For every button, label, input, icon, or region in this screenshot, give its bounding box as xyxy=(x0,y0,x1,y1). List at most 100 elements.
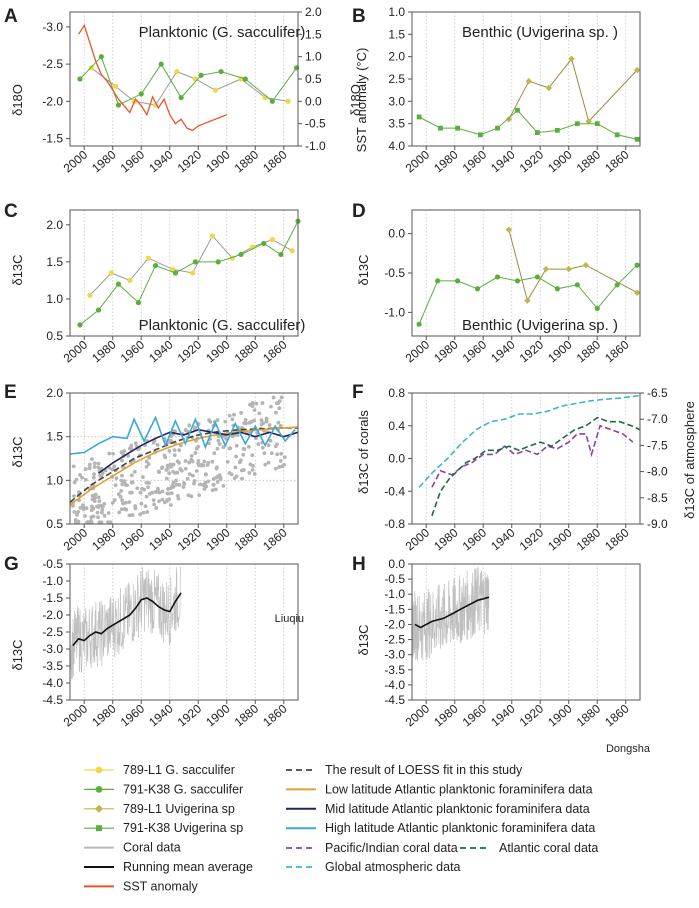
legend-item-bottom-2: Global atmospheric data xyxy=(286,860,461,874)
scatter-point xyxy=(78,473,82,477)
scatter-point xyxy=(192,481,196,486)
panel-a-series-791-k38-g-sacculifer-point xyxy=(77,76,83,82)
scatter-point xyxy=(132,469,137,474)
panel-c-ytick-label: 2.0 xyxy=(46,218,63,232)
scatter-point xyxy=(112,464,117,469)
panel-e-xtick-label: 2000 xyxy=(61,525,91,553)
panel-f-y2label: δ13C of atmosphere xyxy=(682,401,697,519)
panel-f-ytick-label: -0.8 xyxy=(384,517,405,531)
scatter-point xyxy=(167,449,172,453)
scatter-point xyxy=(197,493,202,498)
scatter-point xyxy=(162,500,167,505)
panel-d-series-789-l1-uvigerina-sp-point xyxy=(542,265,550,273)
panel-a-title: Planktonic (G. sacculifer) xyxy=(139,24,306,41)
panel-a-ytick-label: -3.0 xyxy=(42,20,63,34)
scatter-point xyxy=(252,472,257,476)
scatter-point xyxy=(143,504,148,509)
panel-g-site-label: Liuqiu xyxy=(275,613,304,625)
panel-h-ytick-label: -3.0 xyxy=(384,648,405,662)
panel-a-series-791-k38-g-sacculifer-point xyxy=(218,68,224,75)
scatter-point xyxy=(119,489,124,493)
scatter-point xyxy=(212,451,217,456)
legend-item-right-0: The result of LOESS fit in this study xyxy=(286,763,523,777)
scatter-point xyxy=(274,410,278,415)
scatter-point xyxy=(168,503,173,507)
scatter-point xyxy=(172,453,177,458)
scatter-point xyxy=(106,511,111,515)
panel-c-xtick-label: 1900 xyxy=(203,337,233,365)
scatter-point xyxy=(208,419,213,424)
scatter-point xyxy=(174,482,179,487)
scatter-point xyxy=(121,501,125,506)
scatter-point xyxy=(91,506,96,511)
scatter-point xyxy=(228,446,233,450)
legend-item-left-3-label: 791-K38 Uvigerina sp xyxy=(123,821,243,835)
panel-e-xtick-label: 1980 xyxy=(89,525,119,553)
scatter-point xyxy=(250,404,255,408)
scatter-point xyxy=(160,489,165,494)
panel-b-ytick-label: 2.5 xyxy=(388,72,405,86)
legend-item-right-1: Low latitude Atlantic planktonic foramin… xyxy=(286,782,593,796)
scatter-point xyxy=(147,455,152,460)
scatter-point xyxy=(146,485,150,490)
scatter-point xyxy=(92,465,97,469)
scatter-point xyxy=(91,514,96,519)
panel-h-ytick-label: -1.5 xyxy=(384,602,405,616)
panel-a-y2tick-label: 0.5 xyxy=(305,72,322,86)
panel-g-ytick-label: -0.5 xyxy=(42,557,63,571)
panel-a-series-sst-anomaly xyxy=(77,23,228,132)
panel-a-xtick-label: 2000 xyxy=(61,147,91,175)
scatter-point xyxy=(75,512,79,517)
panel-d-series-789-l1-uvigerina-sp-point xyxy=(633,289,641,296)
scatter-point xyxy=(112,498,117,503)
scatter-point xyxy=(138,512,143,517)
panel-c-ytick-label: 0.5 xyxy=(46,329,63,343)
scatter-point xyxy=(120,458,124,463)
panel-a-series-789-l1-g-sacculifer-point xyxy=(113,83,119,90)
scatter-point xyxy=(234,454,238,459)
panel-c-series-791-k38-g-sacculifer-point xyxy=(115,281,122,287)
scatter-point xyxy=(183,459,188,463)
scatter-point xyxy=(217,473,222,478)
legend-item-bottom-1-label: Atlantic coral data xyxy=(499,841,598,855)
panel-b-series-789-l1-uvigerina-sp-point xyxy=(568,55,575,63)
panel-c-series-789-l1-g-sacculifer-point xyxy=(127,277,133,284)
legend-item-left-2-marker xyxy=(95,804,103,813)
panel-f-y2tick-label: -7.5 xyxy=(647,438,668,452)
scatter-point xyxy=(100,508,105,512)
scatter-point xyxy=(96,495,101,500)
scatter-point xyxy=(239,411,244,415)
scatter-point xyxy=(123,500,128,505)
panel-h-ytick-label: -1.0 xyxy=(384,587,405,601)
scatter-point xyxy=(133,504,138,508)
panel-d-series-789-l1-uvigerina-sp xyxy=(508,229,638,302)
scatter-point xyxy=(130,473,134,478)
scatter-point xyxy=(177,460,181,465)
scatter-point xyxy=(232,412,236,417)
legend-item-left-5-label: Running mean average xyxy=(123,860,253,874)
scatter-point xyxy=(169,464,174,469)
scatter-point xyxy=(141,510,146,515)
panel-h-ytick-label: -2.0 xyxy=(384,617,405,631)
panel-letter-f: F xyxy=(352,382,364,403)
panel-g-ytick-label: -1.5 xyxy=(42,591,63,605)
panel-g-ytick-label: -4.5 xyxy=(42,693,63,707)
panel-f-xtick-label: 1900 xyxy=(545,525,575,553)
scatter-point xyxy=(240,476,244,481)
scatter-point xyxy=(162,453,167,458)
scatter-point xyxy=(241,468,246,472)
panel-c-series-789-l1-g-sacculifer-point xyxy=(145,255,151,261)
scatter-point xyxy=(85,520,89,525)
legend-item-right-3-label: High latitude Atlantic planktonic forami… xyxy=(325,821,595,835)
panel-a-ytick-label: -1.5 xyxy=(42,132,63,146)
panel-d-series-791-k38-uvigerina-sp-point xyxy=(455,278,461,284)
scatter-point xyxy=(203,472,208,477)
scatter-point xyxy=(183,428,188,432)
scatter-point xyxy=(133,441,138,446)
panel-letter-b: B xyxy=(352,6,366,27)
panel-b-series-791-k38-uvigerina-sp-point xyxy=(634,136,640,142)
panel-d-series-791-k38-uvigerina-sp-point xyxy=(494,274,501,280)
scatter-point xyxy=(175,494,180,498)
panel-d-series-791-k38-uvigerina-sp-point xyxy=(634,262,640,268)
scatter-point xyxy=(257,411,262,416)
